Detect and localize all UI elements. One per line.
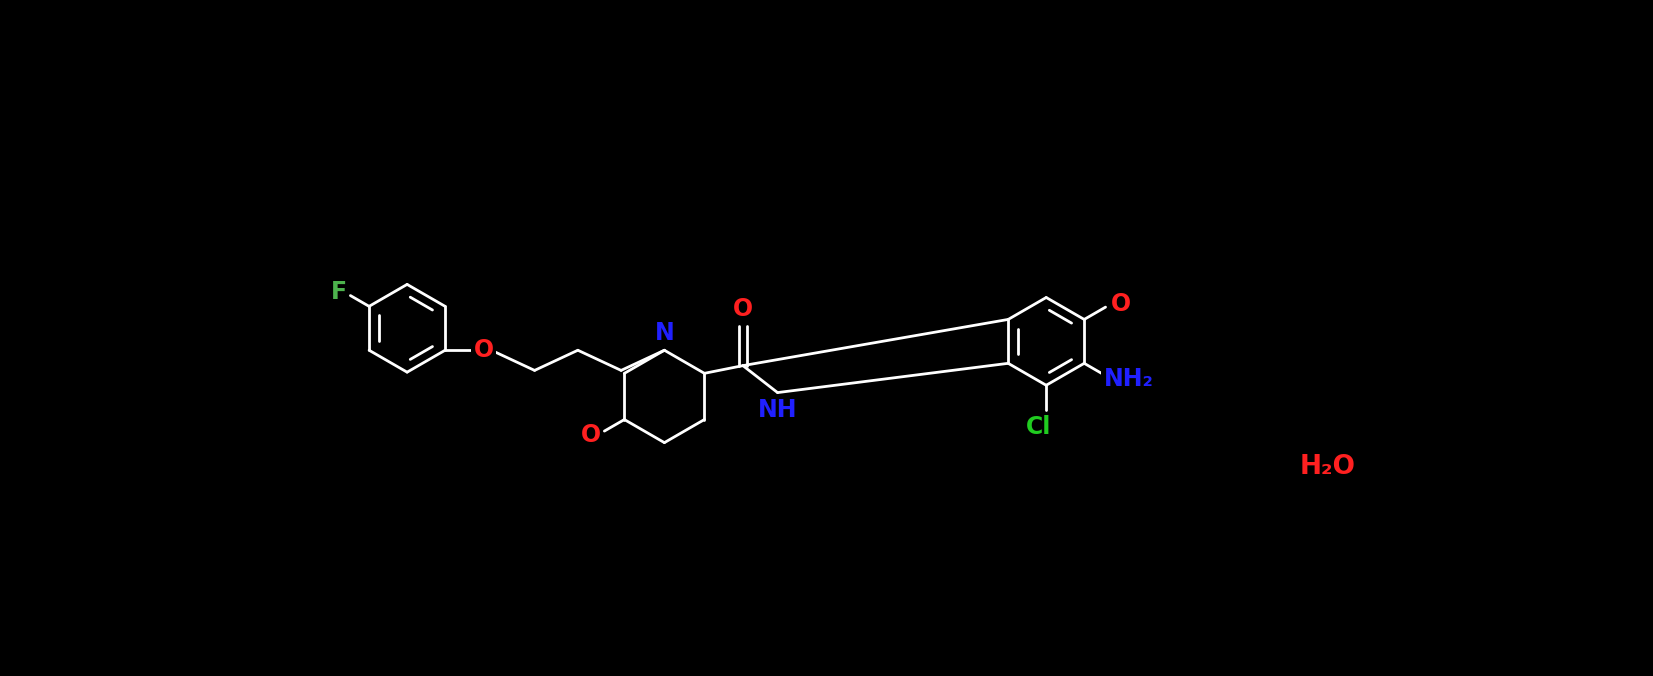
Text: NH: NH [757,397,797,422]
Text: NH₂: NH₂ [1104,366,1154,391]
Text: N: N [655,321,674,345]
Text: O: O [732,297,754,320]
Text: O: O [580,423,600,447]
Text: H₂O: H₂O [1299,454,1355,480]
Text: O: O [473,338,494,362]
Text: O: O [1111,292,1131,316]
Text: F: F [331,280,347,304]
Text: Cl: Cl [1027,415,1051,439]
